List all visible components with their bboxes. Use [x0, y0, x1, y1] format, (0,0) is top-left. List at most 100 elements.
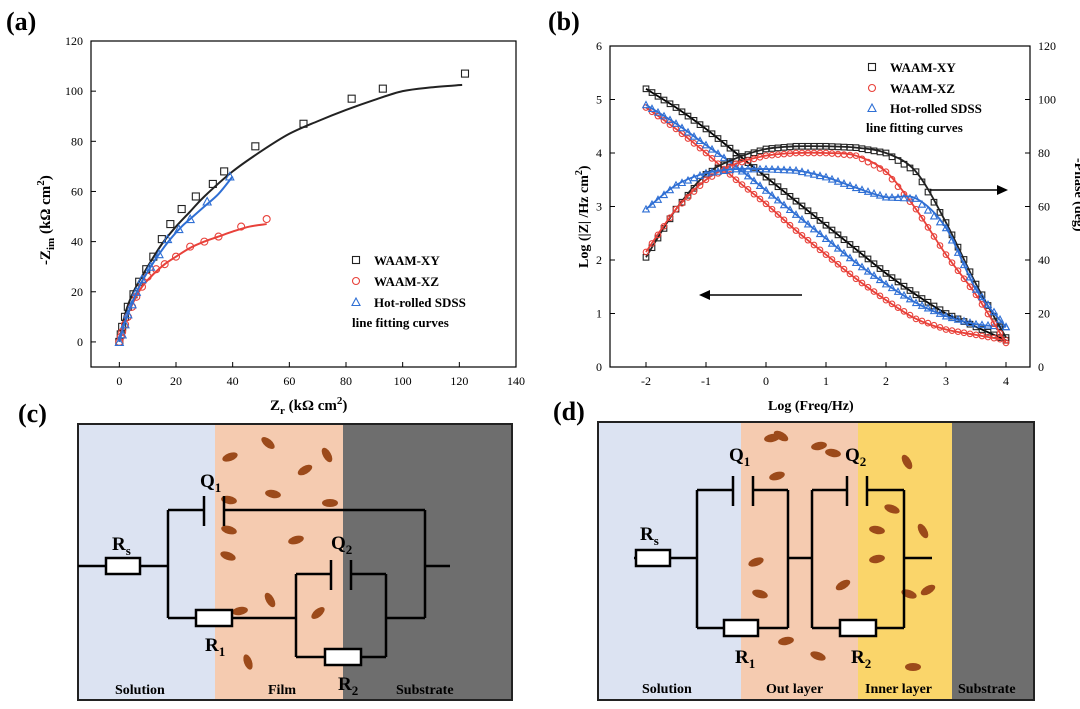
chart-b-point [828, 256, 836, 263]
chart-b-point [989, 307, 999, 316]
chart-b-point [929, 211, 939, 220]
chart-b-point [702, 149, 710, 157]
chart-b-xtick-label: 4 [1003, 374, 1009, 388]
chart-a-point [262, 214, 271, 224]
chart-b-point [990, 334, 998, 342]
chart-b-point [942, 251, 950, 258]
particle [869, 525, 885, 535]
chart-b-point [966, 330, 974, 338]
chart-b-point [900, 282, 908, 290]
chart-b-point [894, 183, 902, 191]
chart-b-ytick-right-label: 80 [1038, 146, 1050, 160]
panel-label-b: (b) [548, 7, 580, 36]
chart-b-point [816, 246, 824, 254]
chart-b-point [677, 178, 687, 187]
chart-b-point [714, 135, 722, 142]
chart-b-point [942, 326, 950, 333]
chart-b-point [797, 167, 807, 176]
chart-b-point [822, 251, 830, 258]
label-r1-c: R1 [205, 635, 225, 659]
chart-b-ytick-label: 1 [596, 307, 602, 321]
chart-b-point [762, 200, 770, 208]
particle [322, 499, 338, 507]
chart-b-point [702, 176, 710, 184]
chart-a-ylabel: -Zim (kΩ cm2) [35, 175, 57, 265]
chart-b-xtick-label: 2 [883, 374, 889, 388]
region-film-c [215, 424, 343, 700]
chart-b-point [882, 168, 890, 176]
chart-b-point [852, 152, 860, 160]
chart-a-xtick-label: 60 [283, 374, 295, 388]
chart-a-point [171, 252, 181, 261]
chart-b-point [1001, 322, 1011, 331]
chart-b-point [659, 190, 669, 199]
chart-b-xlabel: Log (Freq/Hz) [768, 399, 854, 414]
label-rs-c: Rs [112, 534, 131, 558]
chart-b-point [858, 279, 866, 287]
chart-a-point [208, 179, 217, 188]
chart-b-point [881, 192, 891, 201]
chart-b-point [665, 185, 675, 194]
chart-b-point [683, 127, 693, 136]
chart-a-point [202, 196, 213, 206]
chart-b-point [851, 183, 861, 192]
chart-b-point [707, 167, 717, 176]
chart-b-point [738, 181, 746, 188]
chart-b-point [918, 317, 926, 325]
chart-a-legend: WAAM-XY WAAM-XZ Hot-rolled SDSS line fittin… [351, 253, 466, 330]
chart-a-xtick-label: 120 [450, 374, 468, 388]
label-q2-c: Q2 [331, 533, 352, 557]
chart-b-point [918, 214, 926, 222]
label-rs-d: Rs [640, 524, 659, 548]
chart-b-point [905, 294, 915, 303]
chart-b-point [948, 259, 956, 267]
panel-label-d: (d) [553, 397, 585, 426]
chart-a-point [166, 220, 175, 229]
chart-b-point [816, 217, 824, 224]
chart-a-xtick-label: 100 [394, 374, 412, 388]
chart-b-point [677, 123, 687, 132]
chart-b-point [846, 270, 854, 278]
chart-b-point [684, 194, 692, 201]
chart-b-point [641, 100, 651, 109]
chart-b-point [839, 179, 849, 187]
chart-b-point [983, 320, 993, 329]
particle [748, 557, 764, 567]
chart-b-point [845, 253, 855, 262]
chart-b-point [911, 194, 921, 202]
chart-a-xtick-label: 80 [340, 374, 352, 388]
chart-b-point [972, 331, 980, 339]
chart-b-point [654, 92, 662, 100]
chart-b-point [719, 153, 729, 162]
chart-b-point [786, 221, 794, 229]
chart-b-point [726, 171, 734, 178]
chart-b-point [959, 316, 969, 325]
particle [773, 430, 789, 442]
chart-b-point [761, 185, 771, 194]
chart-b-point [702, 125, 710, 133]
chart-b-ytick-right-label: 20 [1038, 307, 1050, 321]
chart-b-point [834, 231, 842, 239]
chart-b-point [876, 165, 884, 172]
chart-a-point [122, 309, 133, 319]
chart-b-ytick-right-label: 40 [1038, 253, 1050, 267]
chart-b-point [864, 283, 872, 291]
chart-b-point [803, 219, 813, 228]
chart-b-point [984, 333, 992, 341]
legend-label-b-fit: line fitting curves [866, 120, 963, 135]
particle [264, 592, 276, 608]
particle [297, 464, 313, 476]
chart-b-ytick-label: 4 [596, 146, 602, 160]
chart-b-point [803, 168, 813, 177]
chart-a-point [224, 171, 235, 181]
chart-b-point [779, 200, 789, 209]
chart-b-ytick-label: 5 [596, 93, 602, 107]
chart-b-point [918, 178, 926, 186]
chart-b-point [743, 171, 753, 180]
chart-b-point [900, 308, 908, 315]
chart-b-data [641, 85, 1011, 347]
chart-b-ytick-label: 3 [596, 200, 602, 214]
chart-a-point [120, 319, 130, 329]
chart-b-point [744, 157, 752, 164]
chart-b-point [930, 198, 938, 206]
